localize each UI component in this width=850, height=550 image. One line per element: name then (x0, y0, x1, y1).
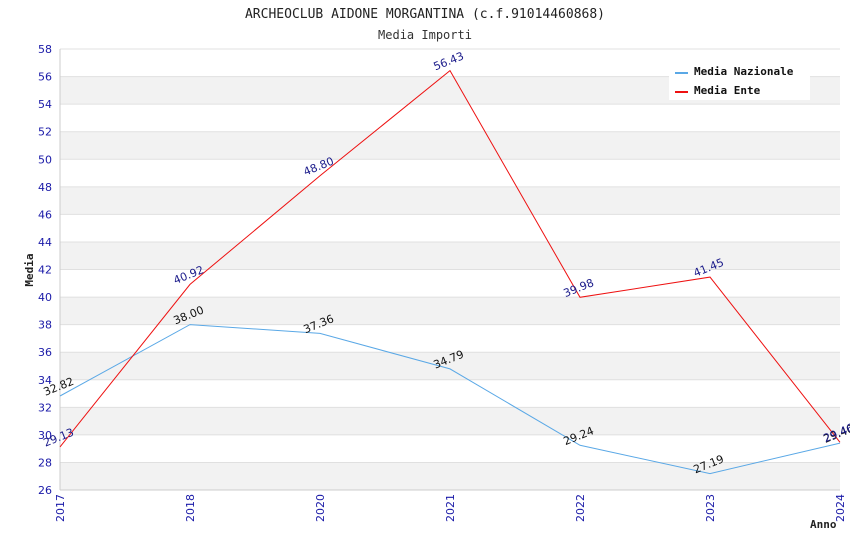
y-tick-label: 54 (38, 98, 52, 111)
y-tick-label: 50 (38, 153, 52, 166)
legend: Media Nazionale Media Ente (669, 60, 810, 100)
series-line-media-ente (59, 69, 841, 448)
y-tick-label: 44 (38, 236, 52, 249)
series-line-media-nazionale (59, 324, 841, 475)
y-tick-label: 32 (38, 401, 52, 414)
y-axis-label: Media (23, 253, 36, 286)
x-tick-label-2022: 2022 (574, 494, 587, 522)
x-tick-label-2023: 2023 (704, 494, 717, 522)
legend-label-media-nazionale: Media Nazionale (694, 65, 794, 78)
x-tick-label-2020: 2020 (314, 494, 327, 522)
grid-band (60, 131, 840, 160)
y-tick-label: 56 (38, 71, 52, 84)
x-axis-label: Anno (810, 518, 837, 531)
y-tick-label: 28 (38, 456, 52, 469)
y-tick-label: 26 (38, 484, 52, 497)
series-lines (59, 69, 841, 475)
data-label-media-ente: 39.98 (562, 276, 596, 300)
y-tick-label: 40 (38, 291, 52, 304)
y-tick-label: 46 (38, 208, 52, 221)
y-tick-label: 38 (38, 319, 52, 332)
grid-band (60, 352, 840, 380)
axes (59, 49, 840, 491)
grid-band (60, 407, 840, 435)
y-tick-label: 30 (38, 429, 52, 442)
grid-band (60, 186, 840, 215)
grid-band (60, 297, 840, 325)
grid-bands (60, 76, 840, 490)
y-tick-label: 34 (38, 374, 52, 387)
data-label-media-ente: 56.43 (432, 49, 466, 73)
x-ticks: 2017 2018 2020 2021 2022 2023 2024 (54, 494, 847, 522)
y-tick-label: 48 (38, 181, 52, 194)
x-tick-label-2024: 2024 (834, 494, 847, 522)
chart-title: ARCHEOCLUB AIDONE MORGANTINA (c.f.910144… (245, 7, 605, 22)
y-ticks: 26 28 30 32 34 36 38 40 42 44 46 48 50 52 54 56 58 (38, 43, 52, 497)
x-tick-label-2017: 2017 (54, 494, 67, 522)
y-tick-label: 52 (38, 126, 52, 139)
y-tick-label: 58 (38, 43, 52, 56)
grid-band (60, 241, 840, 270)
y-tick-label: 36 (38, 346, 52, 359)
grid-band (60, 462, 840, 490)
legend-box (669, 60, 810, 100)
x-tick-label-2018: 2018 (184, 494, 197, 522)
chart-subtitle: Media Importi (378, 28, 472, 42)
legend-label-media-ente: Media Ente (694, 84, 761, 97)
x-tick-label-2021: 2021 (444, 494, 457, 522)
y-tick-label: 42 (38, 264, 52, 277)
